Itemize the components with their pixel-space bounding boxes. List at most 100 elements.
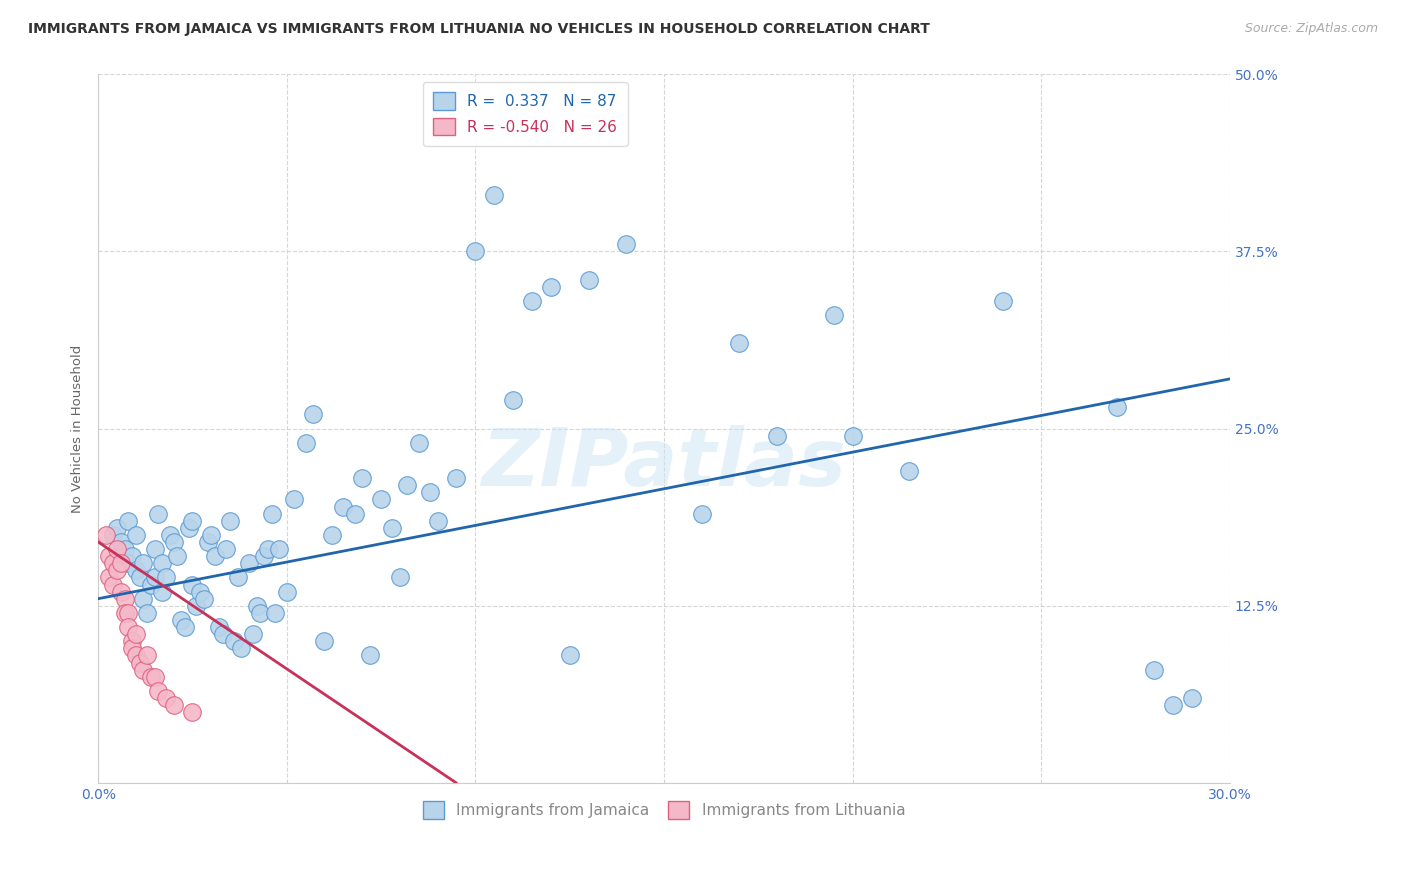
Point [1181,690,1204,705]
Point [125,563,148,577]
Point [181,514,204,528]
Point [502,393,524,408]
Point [242,627,264,641]
Point [249,606,271,620]
Point [136,648,159,663]
Point [94,528,117,542]
Point [269,542,291,557]
Point [143,570,166,584]
Point [222,634,245,648]
Point [690,507,713,521]
Point [238,556,260,570]
Point [370,492,392,507]
Point [139,670,162,684]
Point [155,570,177,584]
Y-axis label: No Vehicles in Household: No Vehicles in Household [72,344,84,513]
Point [143,670,166,684]
Point [114,542,136,557]
Point [117,556,139,570]
Point [166,549,188,563]
Point [117,620,139,634]
Point [132,556,155,570]
Point [332,500,354,514]
Point [520,293,543,308]
Point [200,528,222,542]
Point [464,244,486,259]
Point [103,528,125,542]
Point [314,634,336,648]
Point [117,514,139,528]
Point [128,656,150,670]
Point [125,627,148,641]
Point [283,492,305,507]
Text: Source: ZipAtlas.com: Source: ZipAtlas.com [1244,22,1378,36]
Point [823,308,845,322]
Point [125,528,148,542]
Point [117,606,139,620]
Point [276,584,298,599]
Point [105,563,128,577]
Point [132,591,155,606]
Point [211,627,233,641]
Point [321,528,343,542]
Point [162,698,184,712]
Point [98,549,121,563]
Point [103,577,125,591]
Point [114,606,136,620]
Point [174,620,197,634]
Point [155,690,177,705]
Point [419,485,441,500]
Point [540,279,562,293]
Point [446,471,468,485]
Point [426,514,449,528]
Point [170,613,193,627]
Point [193,591,215,606]
Point [98,570,121,584]
Point [121,641,143,656]
Point [614,237,637,252]
Point [482,187,505,202]
Point [359,648,381,663]
Point [294,435,316,450]
Point [1143,663,1166,677]
Point [105,542,128,557]
Point [993,293,1015,308]
Point [162,535,184,549]
Point [110,535,132,549]
Point [219,514,242,528]
Point [114,591,136,606]
Point [177,521,200,535]
Point [231,641,253,656]
Point [159,528,181,542]
Point [197,535,219,549]
Point [898,464,921,478]
Point [208,620,231,634]
Point [132,663,155,677]
Point [139,577,162,591]
Point [150,556,173,570]
Point [728,336,751,351]
Point [103,556,125,570]
Point [302,408,325,422]
Text: IMMIGRANTS FROM JAMAICA VS IMMIGRANTS FROM LITHUANIA NO VEHICLES IN HOUSEHOLD CO: IMMIGRANTS FROM JAMAICA VS IMMIGRANTS FR… [28,22,929,37]
Point [352,471,374,485]
Point [186,599,208,613]
Point [396,478,419,492]
Point [343,507,366,521]
Point [150,584,173,599]
Point [121,634,143,648]
Point [181,705,204,719]
Point [181,577,204,591]
Point [143,542,166,557]
Point [188,584,211,599]
Point [245,599,267,613]
Point [558,648,581,663]
Point [204,549,226,563]
Point [136,606,159,620]
Point [105,521,128,535]
Point [125,648,148,663]
Point [128,570,150,584]
Point [264,606,287,620]
Point [1161,698,1184,712]
Point [226,570,249,584]
